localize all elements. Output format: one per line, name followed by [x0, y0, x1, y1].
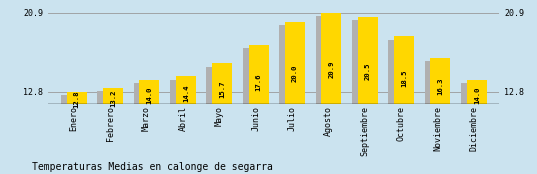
Bar [431, 58, 451, 104]
Bar [394, 36, 414, 104]
Bar [316, 16, 336, 104]
Bar [352, 20, 372, 104]
Text: 14.4: 14.4 [183, 85, 189, 102]
Bar [467, 80, 487, 104]
Bar [61, 95, 81, 104]
Text: 15.7: 15.7 [219, 80, 225, 98]
Bar [212, 64, 232, 104]
Bar [388, 40, 408, 104]
Bar [279, 25, 299, 104]
Bar [103, 88, 123, 104]
Bar [285, 22, 305, 104]
Text: Temperaturas Medias en calonge de segarra: Temperaturas Medias en calonge de segarr… [32, 162, 273, 172]
Text: 20.5: 20.5 [365, 62, 371, 80]
Bar [249, 45, 268, 104]
Text: 17.6: 17.6 [256, 73, 262, 90]
Bar [134, 84, 154, 104]
Bar [243, 48, 263, 104]
Text: 20.0: 20.0 [292, 64, 298, 82]
Text: 18.5: 18.5 [401, 70, 407, 87]
Text: 14.0: 14.0 [474, 86, 480, 104]
Bar [140, 80, 159, 104]
Text: 20.9: 20.9 [328, 61, 335, 78]
Text: 16.3: 16.3 [438, 78, 444, 95]
Text: 13.2: 13.2 [110, 89, 116, 107]
Bar [176, 76, 196, 104]
Bar [67, 92, 86, 104]
Bar [358, 17, 378, 104]
Bar [321, 13, 342, 104]
Text: 12.8: 12.8 [74, 91, 79, 108]
Bar [206, 67, 227, 104]
Bar [97, 91, 117, 104]
Bar [170, 80, 190, 104]
Bar [425, 61, 445, 104]
Bar [461, 84, 481, 104]
Text: 14.0: 14.0 [147, 86, 153, 104]
